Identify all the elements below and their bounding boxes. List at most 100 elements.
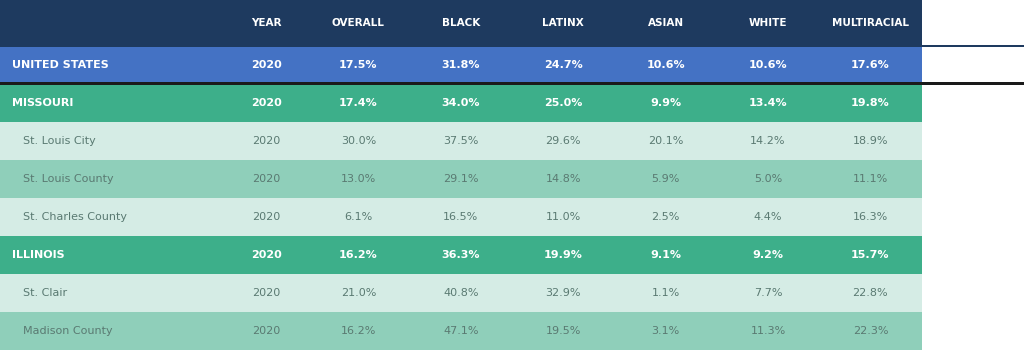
FancyBboxPatch shape — [614, 122, 717, 160]
FancyBboxPatch shape — [307, 274, 410, 312]
Text: 2020: 2020 — [251, 250, 282, 260]
FancyBboxPatch shape — [225, 122, 307, 160]
Text: 2020: 2020 — [251, 98, 282, 108]
Text: 16.2%: 16.2% — [341, 326, 376, 336]
FancyBboxPatch shape — [819, 274, 922, 312]
FancyBboxPatch shape — [0, 46, 225, 84]
Text: 6.1%: 6.1% — [344, 212, 373, 222]
FancyBboxPatch shape — [0, 84, 225, 122]
Text: WHITE: WHITE — [749, 18, 787, 28]
Text: 36.3%: 36.3% — [441, 250, 480, 260]
Text: 14.2%: 14.2% — [751, 136, 785, 146]
Text: OVERALL: OVERALL — [332, 18, 385, 28]
Text: 7.7%: 7.7% — [754, 288, 782, 298]
FancyBboxPatch shape — [410, 0, 512, 46]
FancyBboxPatch shape — [512, 198, 614, 236]
FancyBboxPatch shape — [410, 84, 512, 122]
Text: 16.2%: 16.2% — [339, 250, 378, 260]
FancyBboxPatch shape — [410, 122, 512, 160]
FancyBboxPatch shape — [819, 160, 922, 198]
FancyBboxPatch shape — [717, 122, 819, 160]
FancyBboxPatch shape — [819, 122, 922, 160]
Text: 2020: 2020 — [252, 288, 281, 298]
FancyBboxPatch shape — [717, 160, 819, 198]
Text: 34.0%: 34.0% — [441, 98, 480, 108]
FancyBboxPatch shape — [307, 312, 410, 350]
Text: LATINX: LATINX — [543, 18, 584, 28]
FancyBboxPatch shape — [717, 84, 819, 122]
Text: 2020: 2020 — [252, 326, 281, 336]
FancyBboxPatch shape — [410, 236, 512, 274]
FancyBboxPatch shape — [307, 84, 410, 122]
Text: 13.0%: 13.0% — [341, 174, 376, 184]
FancyBboxPatch shape — [410, 198, 512, 236]
FancyBboxPatch shape — [614, 84, 717, 122]
FancyBboxPatch shape — [225, 312, 307, 350]
Text: 32.9%: 32.9% — [546, 288, 581, 298]
Text: 10.6%: 10.6% — [749, 60, 787, 70]
Text: 2020: 2020 — [251, 60, 282, 70]
Text: 22.8%: 22.8% — [853, 288, 888, 298]
FancyBboxPatch shape — [225, 236, 307, 274]
Text: 11.0%: 11.0% — [546, 212, 581, 222]
FancyBboxPatch shape — [410, 46, 512, 84]
Bar — [0, 44, 1024, 47]
FancyBboxPatch shape — [410, 274, 512, 312]
Text: 25.0%: 25.0% — [544, 98, 583, 108]
FancyBboxPatch shape — [225, 274, 307, 312]
FancyBboxPatch shape — [307, 122, 410, 160]
FancyBboxPatch shape — [0, 312, 225, 350]
FancyBboxPatch shape — [717, 312, 819, 350]
Text: St. Louis County: St. Louis County — [23, 174, 114, 184]
Text: 17.5%: 17.5% — [339, 60, 378, 70]
Text: 9.9%: 9.9% — [650, 98, 681, 108]
FancyBboxPatch shape — [614, 160, 717, 198]
Bar — [0, 82, 1024, 85]
Text: 2020: 2020 — [252, 212, 281, 222]
FancyBboxPatch shape — [717, 198, 819, 236]
Text: 3.1%: 3.1% — [651, 326, 680, 336]
FancyBboxPatch shape — [512, 122, 614, 160]
FancyBboxPatch shape — [819, 46, 922, 84]
Text: 19.9%: 19.9% — [544, 250, 583, 260]
Text: 19.5%: 19.5% — [546, 326, 581, 336]
Text: St. Louis City: St. Louis City — [23, 136, 95, 146]
FancyBboxPatch shape — [0, 236, 225, 274]
FancyBboxPatch shape — [307, 46, 410, 84]
FancyBboxPatch shape — [717, 274, 819, 312]
FancyBboxPatch shape — [717, 46, 819, 84]
Text: MULTIRACIAL: MULTIRACIAL — [831, 18, 909, 28]
FancyBboxPatch shape — [0, 198, 225, 236]
Text: Madison County: Madison County — [23, 326, 113, 336]
Text: 11.1%: 11.1% — [853, 174, 888, 184]
FancyBboxPatch shape — [819, 236, 922, 274]
Text: ASIAN: ASIAN — [647, 18, 684, 28]
Text: UNITED STATES: UNITED STATES — [12, 60, 109, 70]
Text: 10.6%: 10.6% — [646, 60, 685, 70]
FancyBboxPatch shape — [512, 236, 614, 274]
Text: St. Charles County: St. Charles County — [23, 212, 127, 222]
Text: 31.8%: 31.8% — [441, 60, 480, 70]
Text: 4.4%: 4.4% — [754, 212, 782, 222]
FancyBboxPatch shape — [512, 0, 614, 46]
Text: 15.7%: 15.7% — [851, 250, 890, 260]
FancyBboxPatch shape — [225, 46, 307, 84]
Text: 2020: 2020 — [252, 136, 281, 146]
Text: 13.4%: 13.4% — [749, 98, 787, 108]
Text: 11.3%: 11.3% — [751, 326, 785, 336]
FancyBboxPatch shape — [717, 236, 819, 274]
FancyBboxPatch shape — [225, 160, 307, 198]
FancyBboxPatch shape — [410, 160, 512, 198]
FancyBboxPatch shape — [614, 274, 717, 312]
Text: 18.9%: 18.9% — [853, 136, 888, 146]
Text: 1.1%: 1.1% — [651, 288, 680, 298]
FancyBboxPatch shape — [819, 198, 922, 236]
FancyBboxPatch shape — [614, 46, 717, 84]
Text: 19.8%: 19.8% — [851, 98, 890, 108]
Text: 2020: 2020 — [252, 174, 281, 184]
Text: 29.1%: 29.1% — [443, 174, 478, 184]
FancyBboxPatch shape — [307, 0, 410, 46]
FancyBboxPatch shape — [819, 312, 922, 350]
Text: 16.3%: 16.3% — [853, 212, 888, 222]
FancyBboxPatch shape — [512, 46, 614, 84]
